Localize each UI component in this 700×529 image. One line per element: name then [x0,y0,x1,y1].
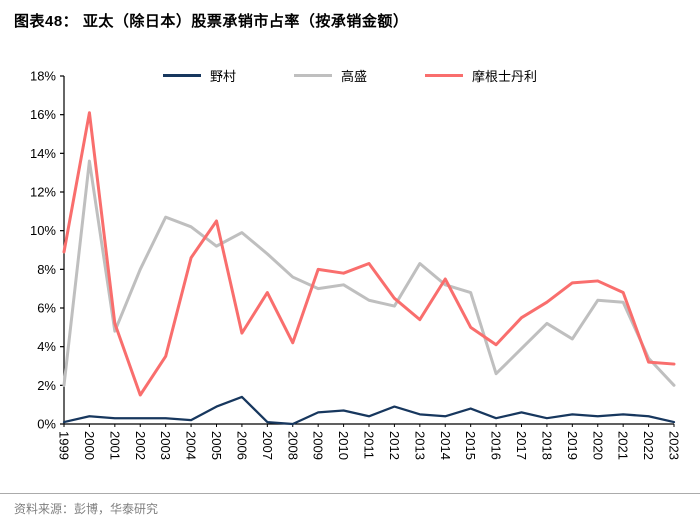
y-axis-label: 14% [30,146,56,161]
x-axis-label: 2014 [438,431,453,460]
legend-item-goldman: 高盛 [293,66,367,85]
series-line-摩根士丹利 [62,111,676,397]
x-axis-label: 2000 [82,431,97,460]
x-axis-label: 2006 [234,431,249,460]
y-axis-label: 8% [37,262,56,277]
legend-label-morgan-stanley: 摩根士丹利 [472,69,538,85]
x-axis-label: 2011 [362,431,377,459]
x-axis-label: 2016 [489,431,504,460]
legend-item-nomura: 野村 [162,66,236,85]
y-axis-label: 12% [30,185,56,200]
x-axis-label: 2003 [158,431,173,460]
y-axis-label: 6% [37,301,56,316]
source-note: 资料来源：彭博，华泰研究 [0,493,700,517]
x-axis-label: 2013 [412,431,427,460]
x-axis-label: 2009 [311,431,326,460]
x-axis-label: 2015 [463,431,478,460]
y-axis-label: 10% [30,223,56,238]
x-axis-label: 2001 [107,431,122,460]
x-axis-label: 2017 [514,431,529,460]
y-axis-label: 2% [37,378,56,393]
x-axis-label: 2021 [616,431,631,460]
legend-label-goldman: 高盛 [340,69,367,85]
x-axis-label: 2007 [260,431,275,460]
x-axis-label: 2004 [184,431,199,460]
y-axis-label: 18% [30,69,56,84]
x-axis-label: 2005 [209,431,224,460]
x-axis-label: 1999 [57,431,72,460]
chart-area: 野村 高盛 摩根士丹利 0% 2% 4% 6% 8% 10% 12% 14% 16% 18% 199… [0,36,700,475]
line-chart-svg: 0% 2% 4% 6% 8% 10% 12% 14% 16% 18% 1999 2000 2001 200… [30,69,682,460]
series-line-野村 [62,396,676,426]
legend-item-morgan-stanley: 摩根士丹利 [425,66,537,85]
x-axis-label: 2022 [641,431,656,460]
x-axis-label: 2018 [539,431,554,460]
y-axis-label: 0% [37,417,56,432]
x-axis-label: 2010 [336,431,351,460]
x-axis-label: 2019 [565,431,580,460]
morgan-stanley-line-swatch [425,74,463,78]
x-axis-label: 2012 [387,431,402,460]
source-text: 资料来源：彭博，华泰研究 [14,502,159,516]
y-axis-label: 16% [30,107,56,122]
series-line-高盛 [62,159,676,388]
y-axis-label: 4% [37,339,56,354]
x-axis-label: 2023 [667,431,682,460]
figure-title: 图表48： 亚太（除日本）股票承销市占率（按承销金额） [14,13,409,30]
goldman-line-swatch [293,74,332,78]
x-axis-label: 2008 [285,431,300,460]
x-axis-label: 2020 [590,431,605,460]
legend-label-nomura: 野村 [209,69,236,85]
x-axis-label: 2002 [133,431,148,460]
nomura-line-swatch [162,74,201,78]
chart-legend: 野村 高盛 摩根士丹利 [0,66,700,85]
